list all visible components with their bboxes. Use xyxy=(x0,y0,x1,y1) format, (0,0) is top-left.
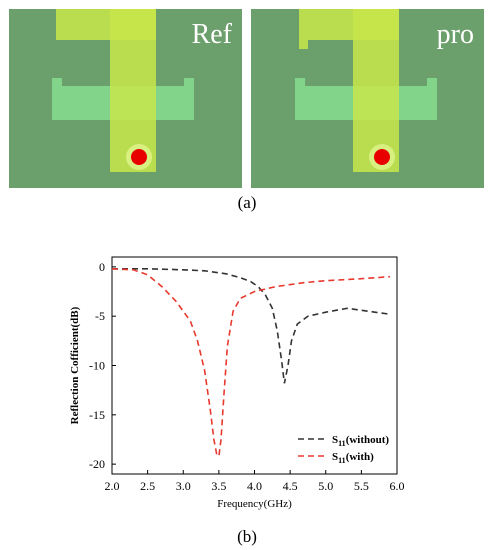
y-tick-label: -15 xyxy=(89,408,105,422)
y-tick-label: -20 xyxy=(89,457,105,471)
x-tick-label: 3.0 xyxy=(176,479,191,493)
series-line-without xyxy=(112,268,391,384)
x-axis: 2.0 2.5 3.0 3.5 4.0 4.5 5.0 5.5 6.0 xyxy=(105,470,405,493)
patch-feed xyxy=(353,9,399,172)
caption-a: (a) xyxy=(238,193,257,212)
slot-notch xyxy=(184,78,194,88)
y-axis-label: Reflection Cofficient(dB) xyxy=(69,306,81,424)
feed-dot xyxy=(374,149,390,165)
feed-dot xyxy=(131,149,147,165)
x-tick-label: 6.0 xyxy=(390,479,405,493)
y-tick-label: -5 xyxy=(95,309,105,323)
x-tick-label: 4.0 xyxy=(247,479,262,493)
antenna-panel-pro: pro xyxy=(251,9,484,188)
patch-feed xyxy=(110,9,156,172)
patch-stub xyxy=(299,40,308,49)
legend: S11(without) S11(with) xyxy=(298,434,389,465)
x-tick-label: 2.5 xyxy=(140,479,155,493)
y-tick-label: 0 xyxy=(99,260,105,274)
slot-notch xyxy=(427,78,437,88)
x-tick-label: 2.0 xyxy=(105,479,120,493)
series-layer xyxy=(111,268,391,458)
caption-b: (b) xyxy=(237,527,257,546)
y-axis: 0 -5 -10 -15 -20 xyxy=(89,260,116,471)
legend-label: S11(with) xyxy=(332,451,374,465)
x-tick-label: 5.0 xyxy=(318,479,333,493)
y-tick-label: -10 xyxy=(89,359,105,373)
reflection-chart: 2.0 2.5 3.0 3.5 4.0 4.5 5.0 5.5 6.0 0 -5 -10 -15 -20… xyxy=(69,256,405,510)
x-tick-label: 5.5 xyxy=(354,479,369,493)
antenna-panel-ref: Ref xyxy=(9,9,242,188)
panel-label-ref: Ref xyxy=(192,19,233,50)
panel-label-pro: pro xyxy=(437,19,474,50)
x-tick-label: 3.5 xyxy=(211,479,226,493)
x-axis-label: Frequency(GHz) xyxy=(217,498,292,510)
series-line-with xyxy=(111,268,390,458)
legend-label: S11(without) xyxy=(332,434,389,448)
x-tick-label: 4.5 xyxy=(283,479,298,493)
slot-notch xyxy=(295,78,305,88)
slot-notch xyxy=(52,78,62,88)
